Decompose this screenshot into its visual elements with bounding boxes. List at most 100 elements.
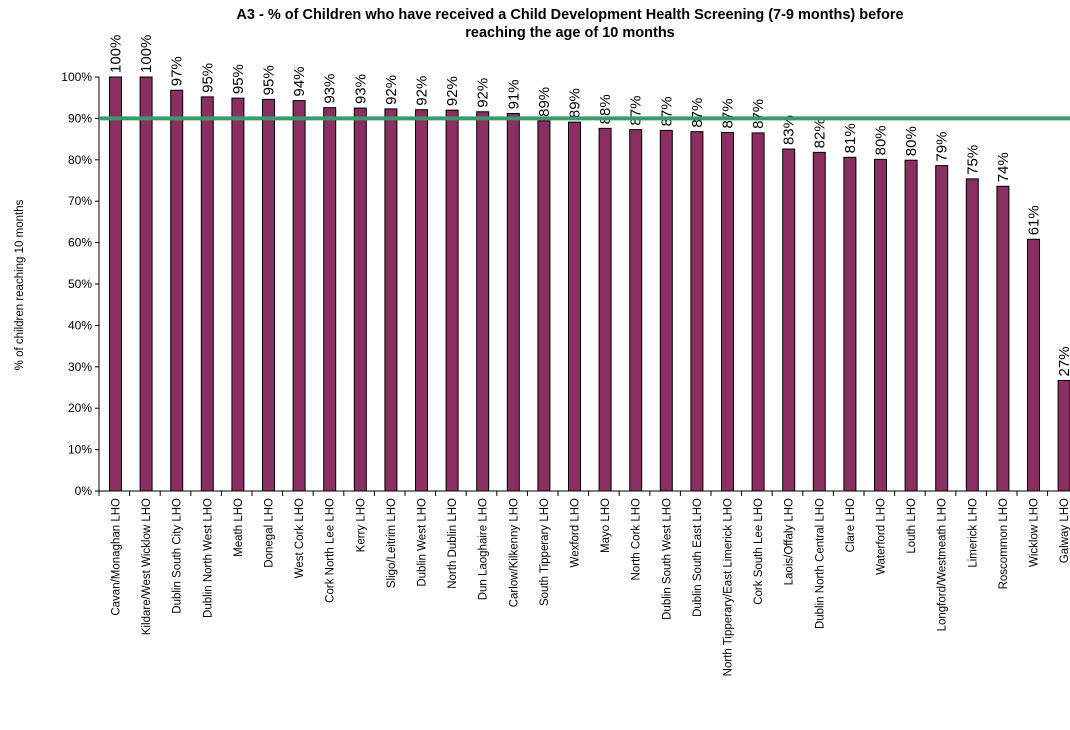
x-category-label: Kerry LHO: [355, 498, 367, 552]
bar: [996, 185, 1010, 492]
bar-data-label: 100%: [108, 35, 125, 73]
x-category-label: North Cork LHO: [631, 498, 643, 580]
bar: [415, 109, 428, 492]
bar-data-label: 82%: [811, 118, 828, 148]
x-category-label: Laois/Offaly LHO: [784, 498, 796, 585]
bar-data-label: 89%: [536, 87, 553, 117]
bar: [1057, 379, 1070, 492]
bar-data-label: 91%: [505, 79, 522, 109]
y-tick-label: 10%: [68, 443, 92, 457]
x-category-label: Cavan/Monaghan LHO: [111, 498, 123, 616]
bar: [904, 159, 918, 492]
chart-title: A3 - % of Children who have received a C…: [100, 6, 1040, 42]
bar: [874, 158, 887, 492]
x-category-label: Dun Laoghaire LHO: [478, 498, 490, 600]
x-category-label: Dublin South City LHO: [172, 498, 184, 614]
x-category-label: Dublin South West LHO: [661, 498, 673, 620]
bar: [659, 129, 673, 492]
y-tick-label: 70%: [68, 194, 92, 208]
bar: [782, 148, 796, 492]
bar: [200, 96, 214, 492]
bar-data-label: 92%: [475, 78, 492, 108]
y-tick-label: 0%: [75, 484, 93, 498]
bar-data-label: 80%: [873, 125, 890, 155]
bar-data-label: 74%: [995, 152, 1012, 182]
y-tick-label: 80%: [68, 153, 92, 167]
x-category-label: North Dublin LHO: [447, 498, 459, 589]
bar: [109, 76, 122, 492]
bar: [353, 107, 367, 492]
bar: [139, 76, 153, 492]
bar: [537, 120, 551, 492]
x-category-label: Carlow/Kilkenny LHO: [508, 498, 520, 607]
y-tick-label: 60%: [68, 236, 92, 250]
x-category-label: North Tipperary/East Limerick LHO: [723, 498, 735, 676]
bar-data-label: 93%: [352, 74, 369, 104]
bar-data-label: 87%: [658, 96, 675, 126]
x-category-label: Limerick LHO: [967, 498, 979, 568]
x-category-label: Waterford LHO: [876, 498, 888, 575]
bar-data-label: 94%: [291, 67, 308, 97]
x-category-label: Clare LHO: [845, 498, 857, 552]
bar: [935, 165, 949, 492]
y-tick-label: 30%: [68, 360, 92, 374]
bar-data-label: 87%: [720, 98, 737, 128]
x-category-label: Mayo LHO: [600, 498, 612, 553]
bar-data-label: 92%: [444, 76, 461, 106]
bar-data-label: 87%: [628, 96, 645, 126]
bar: [629, 129, 643, 492]
bar-data-label: 93%: [322, 74, 339, 104]
bar: [1027, 238, 1040, 492]
chart-title-line-2: reaching the age of 10 months: [465, 25, 675, 41]
bar: [476, 111, 490, 492]
y-tick-label: 90%: [68, 111, 92, 125]
bar-data-label: 92%: [414, 76, 431, 106]
bar: [751, 132, 765, 492]
y-tick-label: 40%: [68, 318, 92, 332]
x-category-label: Louth LHO: [906, 498, 918, 554]
bar-data-label: 95%: [261, 65, 278, 95]
x-category-label: Roscommon LHO: [998, 498, 1010, 589]
x-category-label: Cork North Lee LHO: [325, 498, 337, 603]
x-category-label: Donegal LHO: [264, 498, 276, 568]
x-category-label: Wicklow LHO: [1029, 498, 1041, 567]
x-category-label: Longford/Westmeath LHO: [937, 498, 949, 631]
bar: [721, 131, 734, 492]
x-category-label: Wexford LHO: [570, 498, 582, 568]
bar: [843, 156, 857, 492]
x-category-label: Kildare/West Wicklow LHO: [141, 498, 153, 635]
x-category-label: Dublin South East LHO: [692, 498, 704, 617]
bar: [262, 98, 275, 492]
bar-data-label: 61%: [1026, 205, 1043, 235]
x-category-label: Dublin North Central LHO: [814, 498, 826, 629]
bar: [170, 89, 184, 492]
bar-data-label: 95%: [230, 64, 247, 94]
y-tick-label: 50%: [68, 277, 92, 291]
bar-data-label: 80%: [903, 126, 920, 156]
chart-title-line-1: A3 - % of Children who have received a C…: [236, 7, 904, 23]
x-category-label: Dublin North West LHO: [202, 498, 214, 618]
bar: [384, 108, 398, 492]
y-tick-label: 100%: [61, 70, 92, 84]
bar: [690, 131, 704, 492]
x-category-label: West Cork LHO: [294, 498, 306, 578]
bar-data-label: 97%: [169, 56, 186, 86]
x-category-label: Dublin West LHO: [417, 498, 429, 587]
x-category-label: Cork South Lee LHO: [753, 498, 765, 605]
x-category-label: South Tipperary LHO: [539, 498, 551, 606]
bar: [292, 100, 306, 492]
bar: [231, 97, 245, 492]
x-category-label: Galway LHO: [1059, 498, 1070, 563]
bar: [568, 121, 581, 492]
x-category-label: Meath LHO: [233, 498, 245, 557]
bar-data-label: 75%: [964, 145, 981, 175]
bar-data-label: 87%: [750, 99, 767, 129]
x-category-label: Sligo/Leitrim LHO: [386, 498, 398, 588]
bar: [812, 151, 826, 492]
bar-data-label: 81%: [842, 123, 859, 153]
bar: [323, 107, 337, 492]
bar-data-label: 92%: [383, 75, 400, 105]
bar: [965, 178, 979, 492]
bar-data-label: 27%: [1056, 346, 1070, 376]
